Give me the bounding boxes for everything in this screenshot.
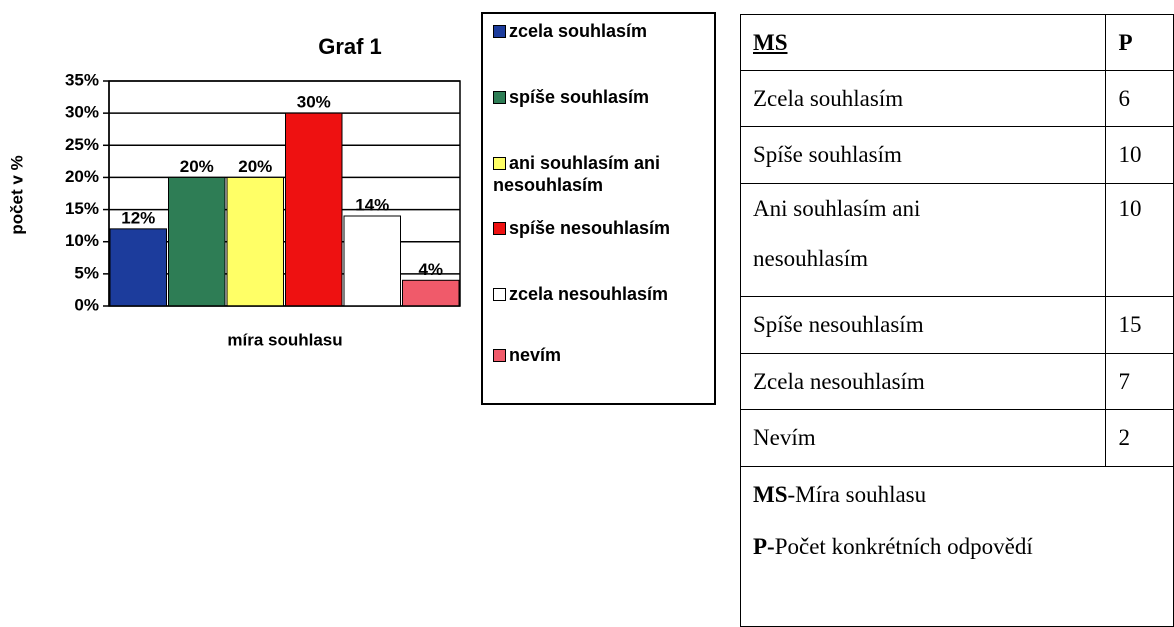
chart: Graf 1 počet v % míra souhlasu 0% 5% 10% 15…: [7, 34, 461, 349]
plot-frame: [108, 80, 461, 307]
note-abbr: P-: [753, 534, 775, 559]
legend-swatch: [493, 349, 506, 362]
y-tick-label: 20%: [65, 167, 99, 186]
chart-title: Graf 1: [318, 34, 382, 59]
data-table: MS P Zcela souhlasím 6 Spíše souhlasím 10 A…: [739, 14, 1174, 627]
legend-item: spíše nesouhlasím: [493, 217, 708, 239]
legend-swatch: [493, 222, 506, 235]
legend-item: zcela souhlasím: [493, 20, 708, 42]
legend-swatch: [493, 288, 506, 301]
legend: zcela souhlasím spíše souhlasím ani souhla…: [481, 12, 716, 405]
note-abbr: MS: [753, 482, 788, 507]
cell: Zcela nesouhlasím: [739, 353, 1107, 410]
bar: [285, 112, 343, 307]
cell: 10: [1105, 126, 1174, 184]
value-label: 30%: [297, 93, 331, 112]
value-label: 14%: [355, 195, 389, 214]
legend-label: spíše nesouhlasím: [509, 218, 671, 238]
note-text: -Míra souhlasu: [787, 482, 927, 507]
legend-swatch: [493, 91, 506, 104]
cell: 6: [1105, 70, 1174, 127]
value-label: 20%: [180, 157, 214, 176]
legend-label: zcela nesouhlasím: [509, 284, 669, 304]
legend-swatch: [493, 25, 506, 38]
cell: 7: [1105, 353, 1174, 410]
cell: Nevím: [739, 409, 1107, 467]
bar: [109, 228, 167, 307]
bar: [168, 176, 226, 307]
cell: Ani souhlasím ani nesouhlasím: [739, 183, 1107, 297]
cell: 15: [1105, 296, 1174, 354]
cell: Spíše nesouhlasím: [739, 296, 1107, 354]
value-label: 12%: [121, 208, 155, 227]
bar: [343, 215, 401, 307]
y-tick-label: 30%: [65, 103, 99, 122]
legend-label: spíše souhlasím: [509, 87, 650, 107]
legend-label: zcela souhlasím: [509, 21, 648, 41]
y-axis-label: počet v %: [7, 155, 26, 234]
cell: 2: [1105, 409, 1174, 467]
header-cell: MS: [753, 29, 788, 55]
legend-label: nevím: [509, 345, 562, 365]
x-axis-label: míra souhlasu: [227, 330, 342, 349]
legend-item: nevím: [493, 344, 708, 366]
page: Graf 1 počet v % míra souhlasu 0% 5% 10% 15…: [7, 12, 1174, 627]
legend-label: ani souhlasím ani nesouhlasím: [493, 153, 661, 195]
cell: Zcela souhlasím: [739, 70, 1107, 127]
bar: [402, 279, 460, 307]
y-tick-label: 15%: [65, 199, 99, 218]
cell: 10: [1105, 183, 1174, 297]
notes: MS-Míra souhlasu P-Počet konkrétních odp…: [740, 466, 1174, 627]
legend-item: ani souhlasím ani nesouhlasím: [493, 152, 708, 196]
legend-item: spíše souhlasím: [493, 86, 708, 108]
value-label: 4%: [418, 260, 443, 279]
legend-swatch: [493, 157, 506, 170]
y-tick-label: 35%: [65, 70, 99, 89]
y-tick-label: 10%: [65, 231, 99, 250]
y-tick-label: 25%: [65, 135, 99, 154]
y-tick-label: 5%: [74, 263, 99, 282]
note-text: Počet konkrétních odpovědí: [774, 534, 1033, 559]
value-label: 20%: [238, 157, 272, 176]
cell: Spíše souhlasím: [739, 126, 1107, 184]
legend-item: zcela nesouhlasím: [493, 283, 708, 305]
header-cell: P: [1118, 29, 1133, 55]
y-tick-label: 0%: [74, 295, 99, 314]
bar: [226, 176, 284, 307]
